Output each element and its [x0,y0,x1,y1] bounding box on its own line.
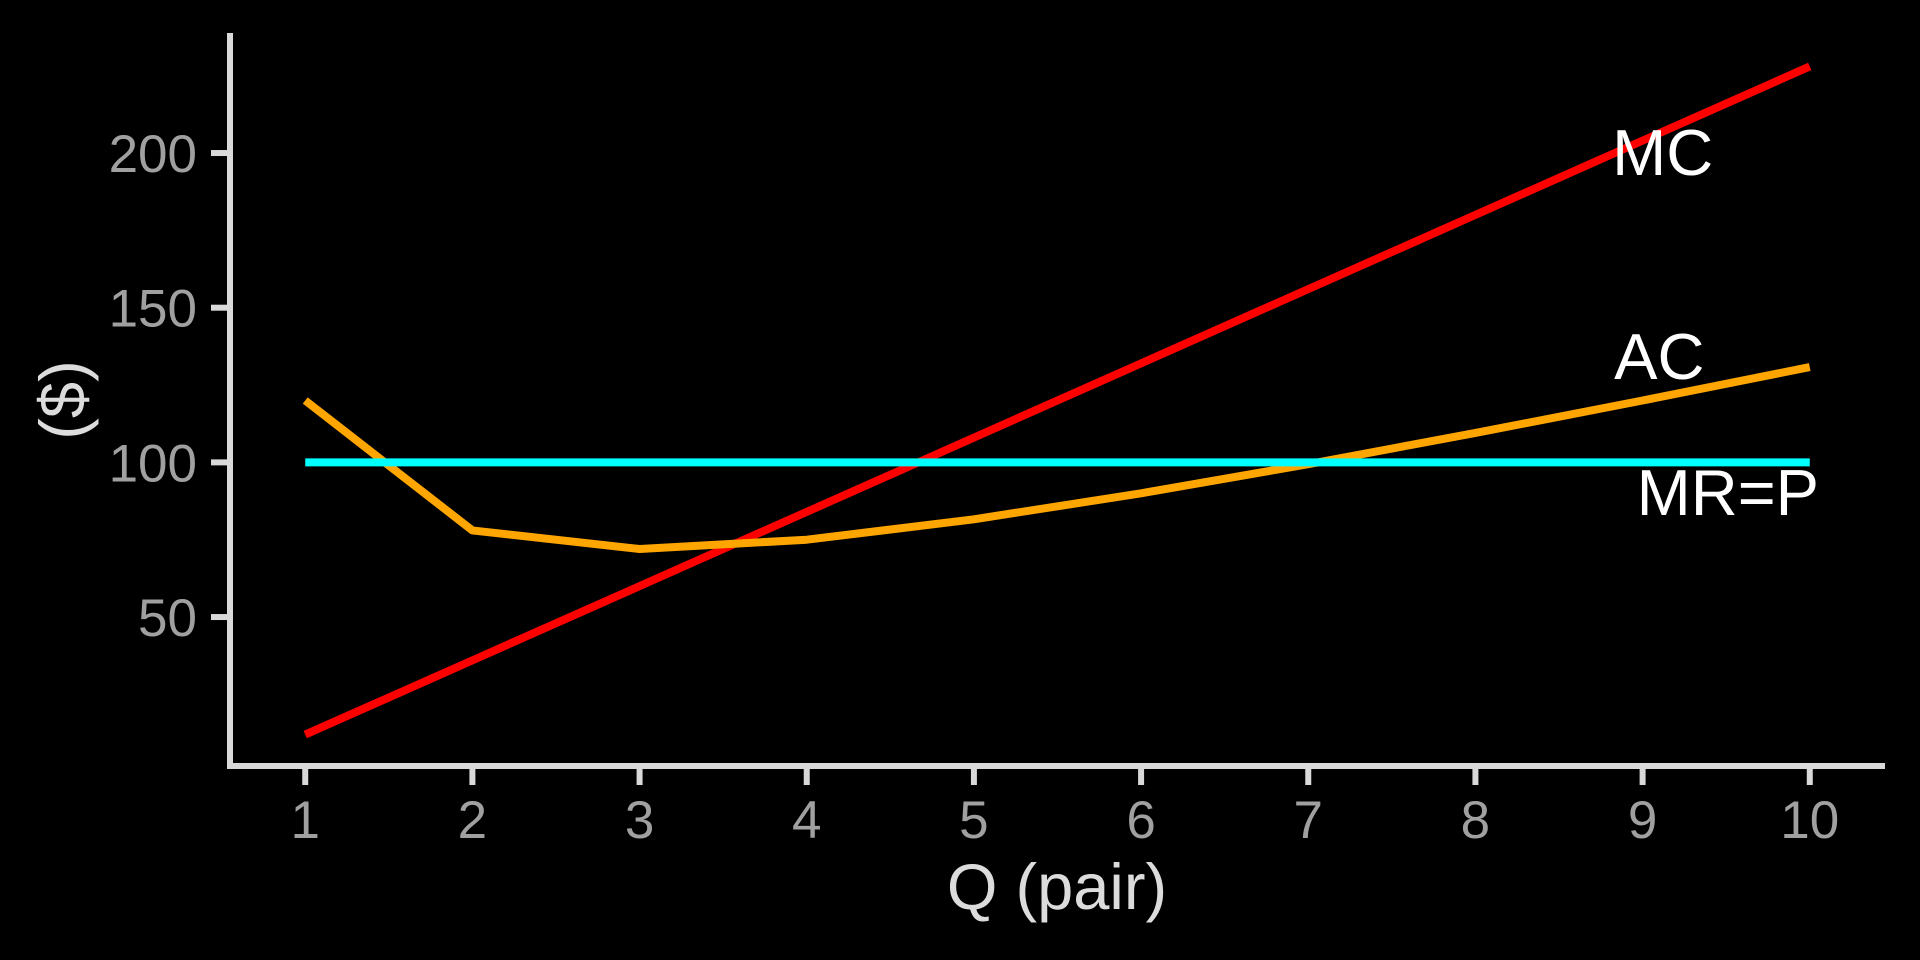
ac-label: AC [1614,320,1704,393]
x-tick-label: 9 [1628,791,1657,850]
mc-curve [303,62,1812,739]
x-tick-label: 8 [1461,791,1490,850]
x-tick-label: 5 [959,791,988,850]
x-tick-label: 6 [1126,791,1155,850]
mc-label: MC [1612,116,1713,189]
y-tick-label: 50 [138,589,197,648]
data-series [302,62,1812,739]
x-tick-label: 7 [1294,791,1323,850]
ac-curve [302,363,1811,553]
y-tick-label: 200 [109,125,197,184]
x-tick-label: 1 [290,791,319,850]
y-tick-label: 150 [109,280,197,339]
x-axis-title: Q (pair) [947,850,1167,923]
x-tick-label: 10 [1780,791,1839,850]
y-tick-label: 100 [109,434,197,493]
x-tick-label: 3 [625,791,654,850]
x-tick-label: 4 [792,791,821,850]
axes: 50 100 150 200 1 2 3 4 5 6 7 8 9 10 [109,33,1885,850]
y-axis-title: ($) [26,360,99,439]
x-tick-label: 2 [458,791,487,850]
mr-p-label: MR=P [1637,456,1819,529]
curve-labels: MC AC MR=P [1612,116,1819,529]
